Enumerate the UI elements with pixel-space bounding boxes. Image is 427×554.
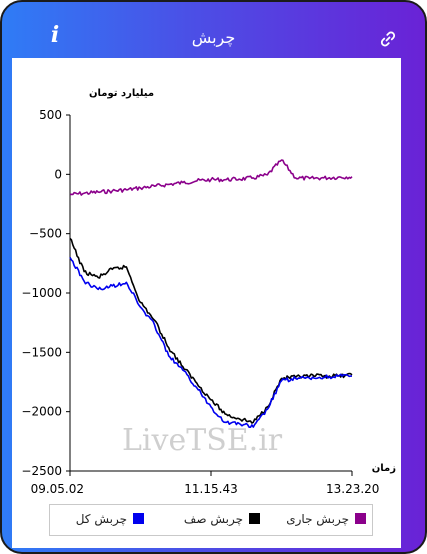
legend-label: چربش جاری [286, 512, 349, 526]
x-tick-label: 09.05.02 [31, 482, 84, 496]
series-line [69, 237, 353, 424]
series-line [69, 257, 352, 428]
line-chart: LiveTSE.ir 500 0 −500 −1000 −1500 −2000 −2500 0… [21, 88, 396, 496]
y-tick-label: 0 [54, 167, 62, 181]
x-tick-label: 11.15.43 [184, 482, 237, 496]
link-icon[interactable] [379, 30, 397, 48]
info-icon[interactable]: i [50, 22, 60, 48]
legend-item-total[interactable]: چربش کل [76, 512, 144, 528]
page-title: چربش [191, 28, 236, 47]
y-tick-label: −500 [29, 227, 62, 241]
header-bar: i چربش [2, 2, 425, 58]
legend-swatch [249, 513, 260, 524]
y-tick-label: −2000 [21, 405, 62, 419]
x-axis-label: زمان [372, 463, 396, 474]
chart-legend: چربش جاری چربش صف چربش کل [49, 504, 373, 536]
x-tick-label: 13.23.20 [326, 482, 379, 496]
legend-label: چربش صف [183, 512, 243, 526]
watermark: LiveTSE.ir [122, 423, 283, 458]
y-tick-label: 500 [39, 108, 62, 122]
legend-swatch [355, 513, 366, 524]
legend-item-current[interactable]: چربش جاری [286, 512, 366, 528]
legend-item-queue[interactable]: چربش صف [184, 512, 260, 528]
legend-swatch [133, 513, 144, 524]
series-line [69, 159, 353, 196]
chart-panel: LiveTSE.ir 500 0 −500 −1000 −1500 −2000 −2500 0… [12, 58, 401, 548]
y-tick-label: −2500 [21, 464, 62, 478]
y-axis-label: میلیارد تومان [89, 88, 154, 99]
legend-label: چربش کل [75, 512, 127, 526]
y-tick-label: −1500 [21, 345, 62, 359]
y-tick-label: −1000 [21, 286, 62, 300]
